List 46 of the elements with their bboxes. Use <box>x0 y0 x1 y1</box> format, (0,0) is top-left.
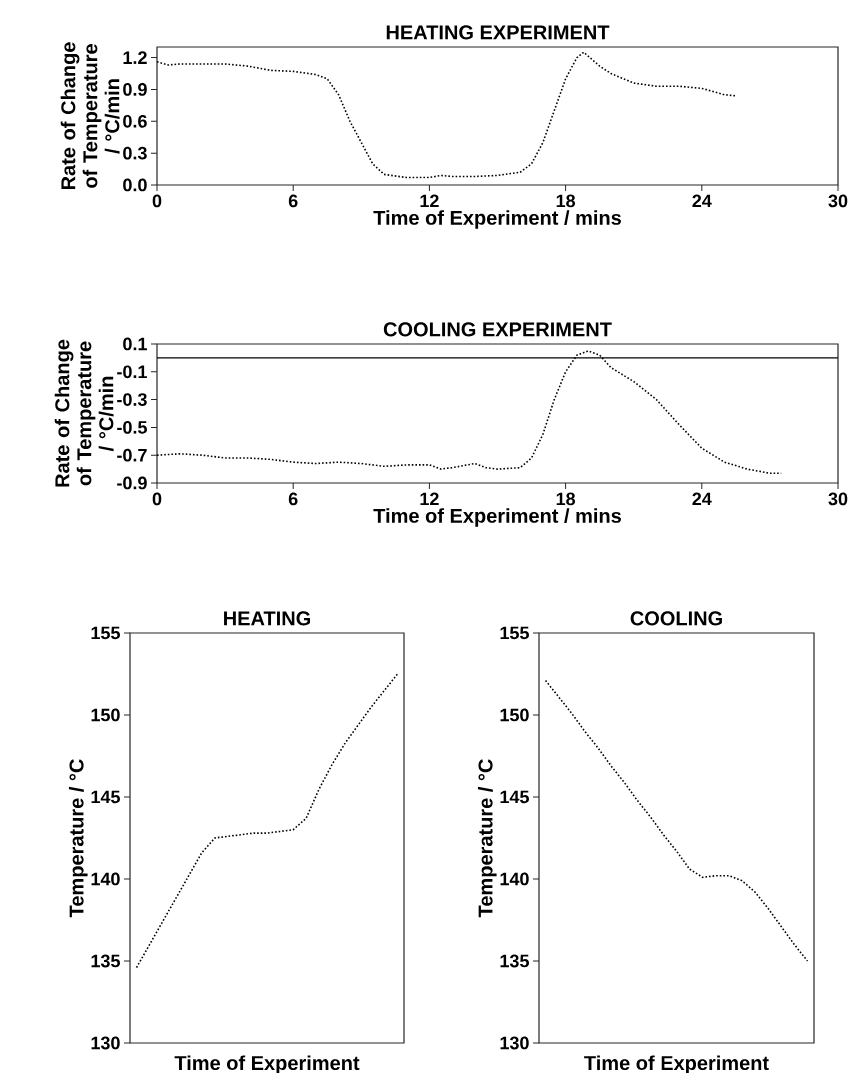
x-tick-label: 0 <box>152 492 162 506</box>
x-tick-label: 24 <box>692 194 712 208</box>
y-tick-label: 0.6 <box>123 114 147 128</box>
y-tick-label: 0.3 <box>123 146 147 160</box>
x-axis-title: Time of Experiment / mins <box>373 210 621 229</box>
chart-title: HEATING EXPERIMENT <box>386 25 610 40</box>
x-tick-label: 18 <box>556 492 576 506</box>
y-tick-label: -0.9 <box>117 476 147 490</box>
y-tick-label: 0.1 <box>123 337 147 351</box>
x-tick-label: 24 <box>692 492 712 506</box>
y-tick-label: 135 <box>500 954 529 968</box>
y-tick-label: 150 <box>500 708 529 722</box>
y-tick-label: 155 <box>91 626 120 640</box>
y-tick-label: 130 <box>500 1036 529 1050</box>
y-tick-label: 135 <box>91 954 120 968</box>
x-tick-label: 30 <box>828 492 848 506</box>
y-axis-title: Temperature / °C <box>68 759 88 918</box>
chart-title: HEATING <box>224 611 311 626</box>
x-tick-label: 6 <box>288 194 298 208</box>
y-axis-title: Temperature / °C <box>477 759 497 918</box>
y-axis-title: Rate of Change of Temperature / °C/min <box>54 339 114 487</box>
y-tick-label: 140 <box>91 872 120 886</box>
y-tick-label: -0.3 <box>117 393 147 406</box>
y-tick-label: -0.7 <box>117 448 147 462</box>
y-tick-label: 140 <box>500 872 529 886</box>
x-tick-label: 12 <box>420 492 439 506</box>
x-tick-label: 18 <box>556 194 576 208</box>
x-tick-label: 0 <box>152 194 162 208</box>
chart-title: COOLING <box>630 611 722 626</box>
y-tick-label: 155 <box>500 626 529 640</box>
x-tick-label: 6 <box>288 492 298 506</box>
y-axis-title: Rate of Change of Temperature / °C/min <box>60 42 120 190</box>
y-tick-label: 1.2 <box>123 51 147 64</box>
y-tick-label: -0.1 <box>117 365 147 379</box>
x-tick-label: 12 <box>420 194 439 208</box>
y-tick-label: 0.9 <box>123 83 147 96</box>
y-tick-label: -0.5 <box>117 421 147 434</box>
x-tick-label: 30 <box>828 194 848 208</box>
y-tick-label: 145 <box>91 790 120 804</box>
y-tick-label: 150 <box>91 708 120 722</box>
y-tick-label: 0.0 <box>123 178 147 192</box>
x-axis-title: Time of Experiment / mins <box>373 508 621 527</box>
line-series <box>544 679 809 962</box>
y-tick-label: 130 <box>91 1036 120 1050</box>
chart-title: COOLING EXPERIMENT <box>383 322 612 337</box>
y-tick-label: 145 <box>500 790 529 804</box>
